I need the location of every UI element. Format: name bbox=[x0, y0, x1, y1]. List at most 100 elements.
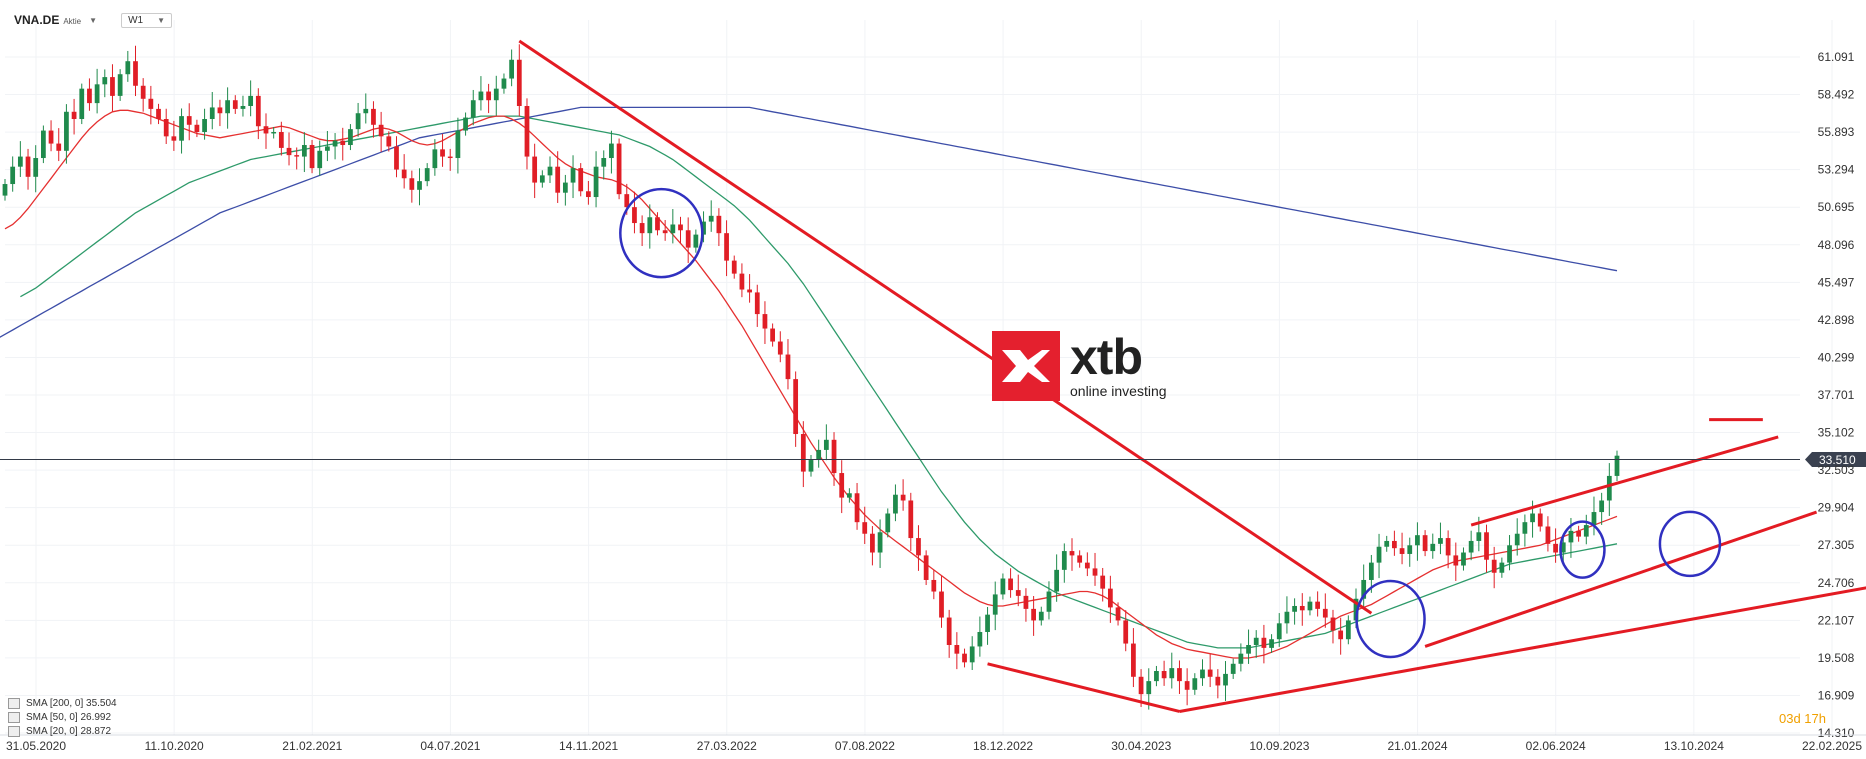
candle bbox=[1330, 609, 1336, 644]
candle bbox=[739, 263, 745, 298]
legend-label: SMA [20, 0] 28.872 bbox=[26, 725, 112, 737]
candle bbox=[148, 85, 154, 125]
indicator-legend: SMA [200, 0] 35.504 SMA [50, 0] 26.992 S… bbox=[8, 696, 117, 738]
candle bbox=[1537, 508, 1543, 532]
legend-item[interactable]: SMA [20, 0] 28.872 bbox=[8, 724, 117, 738]
legend-item[interactable]: SMA [50, 0] 26.992 bbox=[8, 710, 117, 724]
candle bbox=[524, 98, 530, 170]
legend-label: SMA [200, 0] 35.504 bbox=[26, 697, 117, 709]
candle bbox=[447, 148, 453, 171]
candle bbox=[647, 204, 653, 249]
candle bbox=[670, 209, 676, 244]
candle bbox=[516, 44, 522, 117]
candle bbox=[48, 120, 54, 152]
candle bbox=[17, 141, 23, 177]
candle bbox=[194, 119, 200, 138]
y-tick-label: 29.904 bbox=[1818, 501, 1855, 515]
candle bbox=[823, 424, 829, 461]
symbol-name[interactable]: VNA.DE bbox=[14, 13, 60, 27]
candle bbox=[355, 102, 361, 137]
candle bbox=[225, 87, 230, 129]
candle bbox=[1491, 546, 1497, 589]
legend-item[interactable]: SMA [200, 0] 35.504 bbox=[8, 696, 117, 710]
y-tick-label: 50.695 bbox=[1818, 200, 1855, 214]
candle bbox=[309, 139, 315, 174]
candle bbox=[800, 421, 806, 488]
candle bbox=[1061, 543, 1067, 583]
interval-value: W1 bbox=[128, 14, 144, 26]
y-tick-label: 40.299 bbox=[1818, 350, 1855, 364]
y-tick-label: 24.706 bbox=[1818, 576, 1855, 590]
candle bbox=[693, 229, 699, 253]
x-tick-label: 13.10.2024 bbox=[1664, 739, 1724, 753]
trendline-annotations[interactable] bbox=[518, 39, 1866, 713]
channel-lower-line bbox=[1424, 510, 1818, 648]
candle bbox=[854, 483, 860, 530]
candle bbox=[1184, 668, 1190, 706]
candle bbox=[386, 131, 392, 152]
candle bbox=[931, 569, 937, 600]
highlight-circle bbox=[1559, 520, 1606, 579]
candle bbox=[793, 371, 799, 447]
candle bbox=[87, 78, 92, 111]
candle bbox=[1123, 610, 1129, 652]
candle bbox=[478, 76, 484, 111]
candle bbox=[1545, 516, 1551, 552]
time-axis[interactable]: 31.05.2020 11.10.2020 21.02.2021 04.07.2021… bbox=[0, 734, 1866, 753]
candle bbox=[1008, 568, 1013, 598]
candle bbox=[685, 217, 691, 264]
candle bbox=[94, 68, 100, 114]
candle bbox=[1315, 591, 1321, 617]
candle bbox=[1583, 514, 1589, 545]
y-tick-label: 37.701 bbox=[1818, 388, 1855, 402]
candle bbox=[1415, 522, 1420, 561]
candle bbox=[1246, 629, 1251, 664]
x-tick-label: 21.01.2024 bbox=[1388, 739, 1448, 753]
xtb-logo-icon bbox=[992, 331, 1060, 401]
current-price-line: 33.510 bbox=[0, 452, 1866, 467]
candle bbox=[493, 75, 499, 116]
candle bbox=[417, 168, 422, 206]
candle bbox=[409, 170, 415, 203]
candle bbox=[616, 138, 622, 200]
legend-label: SMA [50, 0] 26.992 bbox=[26, 711, 112, 723]
candle bbox=[1046, 581, 1052, 620]
interval-select[interactable]: W1 ▼ bbox=[121, 12, 172, 28]
candle bbox=[325, 131, 330, 162]
x-tick-label: 30.04.2023 bbox=[1111, 739, 1171, 753]
candle bbox=[731, 255, 737, 279]
candle bbox=[133, 45, 138, 97]
price-axis[interactable]: 61.091 58.492 55.893 53.294 50.695 48.096 45.4… bbox=[1818, 50, 1855, 740]
candle bbox=[1092, 552, 1098, 586]
candle bbox=[578, 163, 584, 197]
candle bbox=[332, 133, 338, 160]
candle bbox=[1192, 673, 1198, 695]
candle bbox=[1307, 596, 1313, 616]
candle bbox=[1445, 530, 1451, 569]
logo-tagline: online investing bbox=[1070, 383, 1167, 399]
y-tick-label: 45.497 bbox=[1818, 275, 1855, 289]
candle bbox=[1407, 537, 1413, 567]
sma-20-line bbox=[4, 109, 1618, 659]
symbol-type: Aktie bbox=[63, 16, 82, 26]
y-tick-label: 27.305 bbox=[1818, 538, 1855, 552]
candle bbox=[1376, 533, 1382, 579]
candle bbox=[140, 78, 146, 112]
candle bbox=[1392, 530, 1397, 556]
candle bbox=[1200, 659, 1205, 686]
candle bbox=[117, 69, 123, 101]
candle-countdown: 03d 17h bbox=[1779, 711, 1826, 726]
candle bbox=[41, 125, 46, 164]
candle bbox=[639, 215, 645, 247]
candle bbox=[286, 132, 292, 166]
symbol-dropdown-icon[interactable]: ▼ bbox=[89, 15, 98, 25]
candle bbox=[969, 636, 975, 670]
candle bbox=[1361, 564, 1367, 610]
candle bbox=[1484, 524, 1489, 573]
candle bbox=[432, 139, 438, 176]
candle bbox=[1292, 598, 1297, 625]
candle bbox=[156, 103, 161, 125]
candle bbox=[340, 127, 346, 161]
y-tick-label: 53.294 bbox=[1818, 163, 1855, 177]
